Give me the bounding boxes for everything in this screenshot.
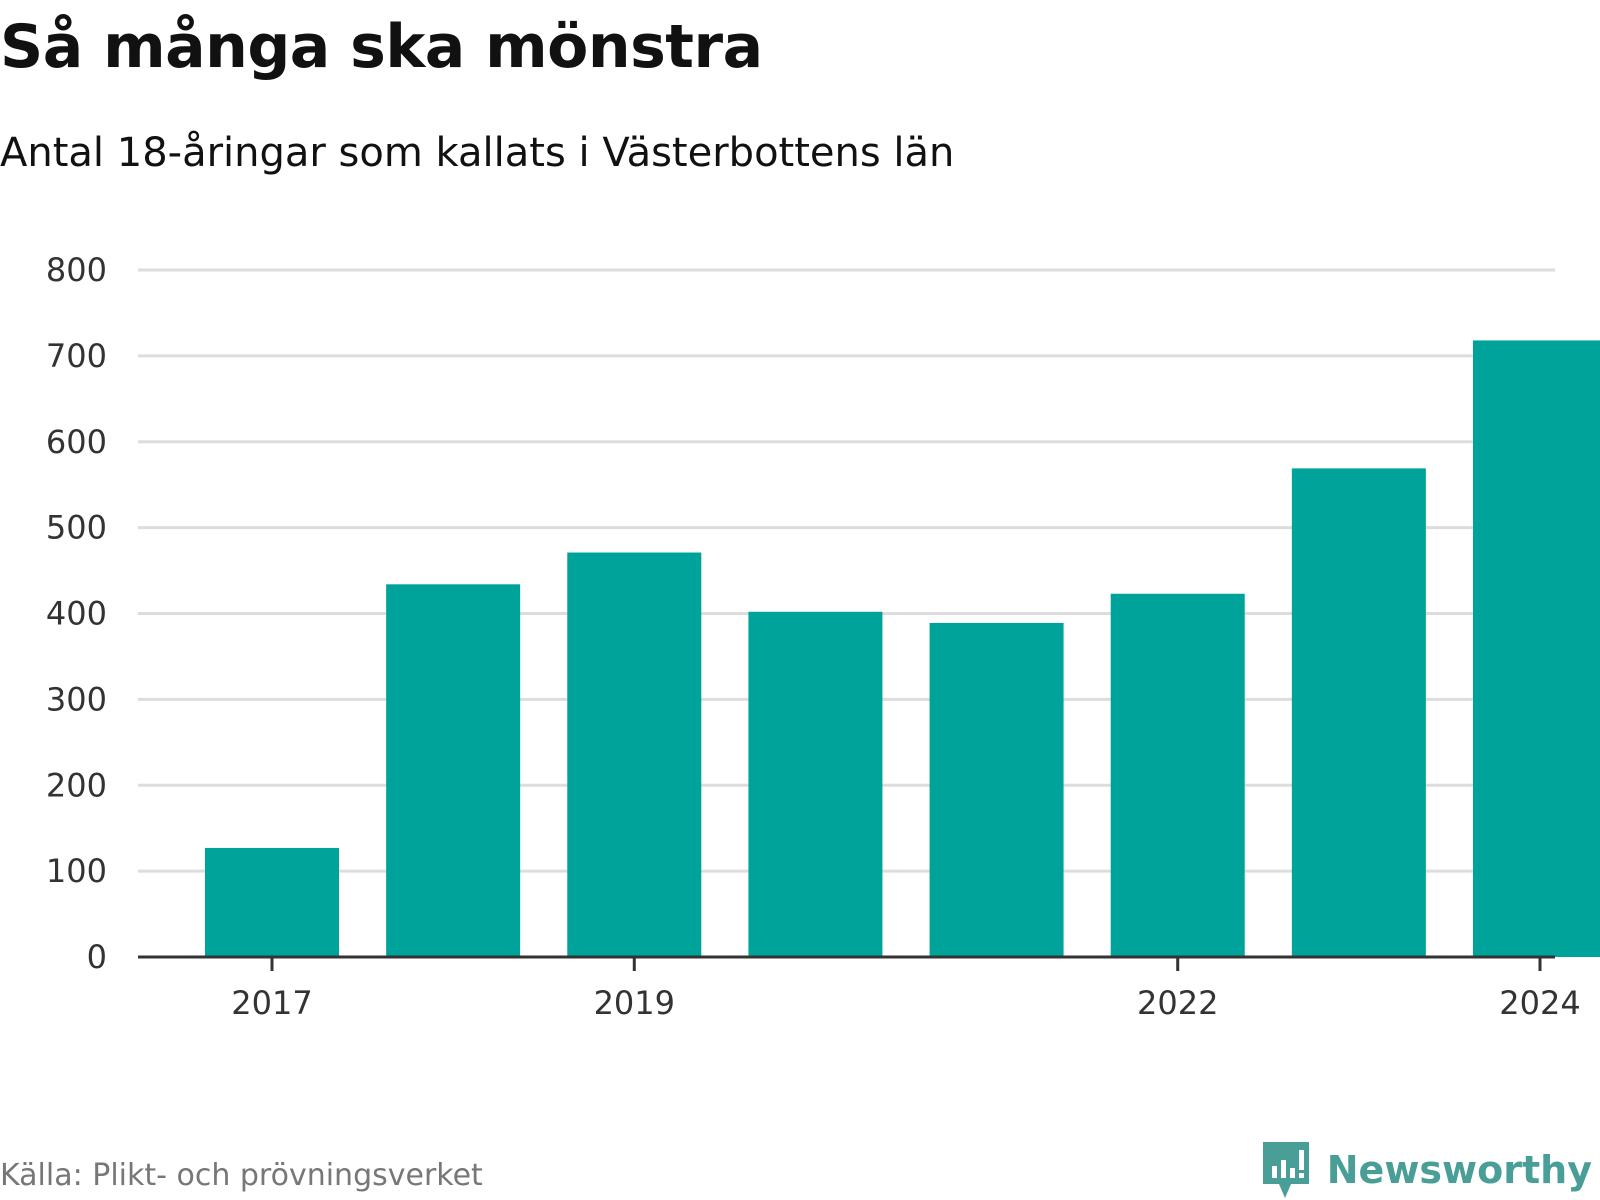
y-tick-label-0: 0 bbox=[87, 938, 107, 976]
y-tick-label-200: 200 bbox=[46, 766, 107, 804]
y-tick-label-800: 800 bbox=[46, 251, 107, 289]
x-tick-label-2022: 2022 bbox=[1137, 984, 1218, 1022]
bar-2023 bbox=[1291, 468, 1426, 957]
bar-2024 bbox=[1473, 340, 1600, 958]
newsworthy-logo-icon bbox=[1262, 1142, 1309, 1198]
source-note: Källa: Plikt- och prövningsverket bbox=[0, 1158, 483, 1193]
x-tick-label-2019: 2019 bbox=[594, 984, 675, 1022]
y-tick-label-300: 300 bbox=[46, 680, 107, 718]
bar-2022 bbox=[1110, 593, 1245, 957]
brand-logo: Newsworthy bbox=[1261, 1140, 1592, 1200]
y-tick-label-500: 500 bbox=[46, 509, 107, 547]
y-tick-label-600: 600 bbox=[46, 423, 107, 461]
brand-name: Newsworthy bbox=[1326, 1148, 1592, 1192]
bar-2020 bbox=[748, 611, 883, 957]
x-tick-label-2017: 2017 bbox=[231, 984, 312, 1022]
bar-2017 bbox=[205, 847, 339, 957]
y-tick-label-700: 700 bbox=[46, 337, 107, 375]
y-tick-label-400: 400 bbox=[46, 595, 107, 633]
bar-2018 bbox=[386, 584, 521, 957]
bar-2019 bbox=[567, 552, 702, 957]
x-tick-label-2024: 2024 bbox=[1499, 984, 1580, 1022]
bar-2021 bbox=[929, 622, 1064, 957]
y-tick-label-100: 100 bbox=[46, 852, 107, 890]
chart-title: Så många ska mönstra bbox=[0, 12, 763, 82]
chart-subtitle: Antal 18-åringar som kallats i Västerbot… bbox=[0, 130, 955, 176]
